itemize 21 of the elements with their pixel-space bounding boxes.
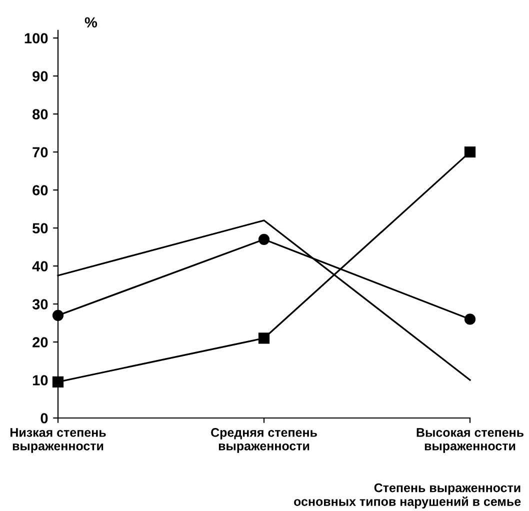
y-tick-label: 10 <box>32 375 48 386</box>
y-tick-label: 90 <box>32 71 48 82</box>
y-tick-label: 30 <box>32 299 48 310</box>
x-axis-title: Степень выраженности основных типов нарушений в семье <box>294 483 521 508</box>
y-axis-title: % <box>84 17 98 28</box>
point <box>258 234 270 245</box>
y-tick-label: 100 <box>24 33 48 44</box>
x-tick-label: Средняя степень выраженности <box>211 428 317 453</box>
y-tick-label: 50 <box>32 223 48 234</box>
point <box>464 146 476 158</box>
x-tick-label: Низкая степень выраженности <box>10 428 106 453</box>
point <box>52 376 64 388</box>
x-tick-label: Высокая степень выраженности <box>416 428 524 453</box>
y-tick-label: 0 <box>40 413 48 424</box>
y-tick-label: 40 <box>32 261 48 272</box>
y-tick-label: 60 <box>32 185 48 196</box>
point <box>464 314 476 325</box>
y-tick-label: 80 <box>32 109 48 120</box>
point <box>258 332 270 344</box>
y-tick-label: 20 <box>32 337 48 348</box>
y-tick-label: 70 <box>32 147 48 158</box>
